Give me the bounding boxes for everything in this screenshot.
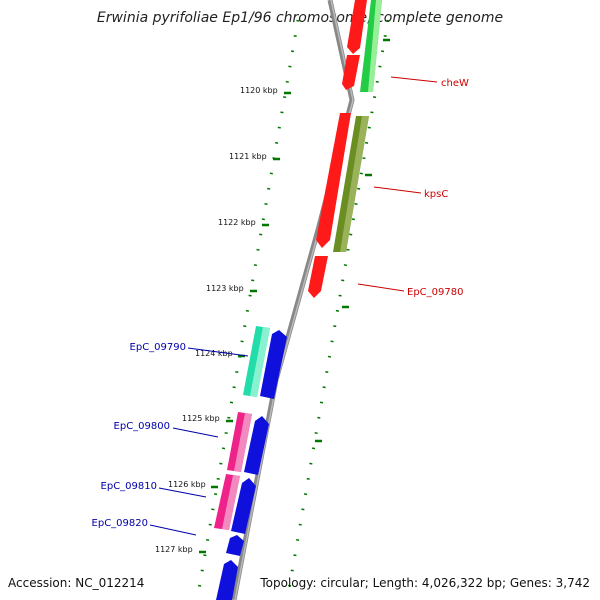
- tick-label: 1123 kbp: [206, 284, 244, 293]
- forward-cds-feature-epc09780[interactable]: [308, 256, 328, 298]
- label-connector: [187, 347, 249, 357]
- map-title: Erwinia pyrifoliae Ep1/96 chromosome, co…: [96, 10, 504, 26]
- tick-label: 1120 kbp: [240, 86, 278, 95]
- pink-track-highlight: [222, 475, 240, 530]
- gene-label-chew[interactable]: cheW: [441, 78, 469, 89]
- label-connector: [172, 427, 219, 438]
- pink-track-highlight: [234, 413, 252, 472]
- kpsC-track-highlight: [340, 116, 369, 252]
- reverse-cds-feature[interactable]: [231, 478, 256, 534]
- label-connector: [149, 524, 197, 536]
- reverse-cds-feature[interactable]: [216, 560, 238, 600]
- gene-label-epc09800[interactable]: EpC_09800: [114, 421, 170, 432]
- tick-label: 1127 kbp: [155, 545, 193, 554]
- gene-label-epc09780[interactable]: EpC_09780: [407, 287, 463, 298]
- teal-track-highlight: [250, 327, 270, 397]
- gene-label-epc09810[interactable]: EpC_09810: [101, 481, 157, 492]
- label-connector: [357, 283, 405, 292]
- gene-label-kpsc[interactable]: kpsC: [424, 189, 448, 200]
- label-connector: [158, 487, 207, 498]
- forward-cds-feature-kpsC[interactable]: [316, 113, 351, 248]
- reverse-cds-feature-epc09790[interactable]: [260, 330, 287, 399]
- label-connector: [390, 76, 438, 83]
- forward-cds-feature-chew[interactable]: [342, 55, 360, 90]
- accession-label: Accession: NC_012214: [8, 576, 145, 590]
- reverse-cds-feature[interactable]: [244, 416, 269, 475]
- rna-feature-highlight: [368, 0, 382, 92]
- tick-label: 1122 kbp: [218, 218, 256, 227]
- label-connector: [373, 186, 422, 194]
- tick-label: 1124 kbp: [195, 349, 233, 358]
- reverse-cds-feature-epc09820[interactable]: [226, 535, 244, 556]
- forward-cds-feature[interactable]: [347, 0, 367, 54]
- topology-summary: Topology: circular; Length: 4,026,322 bp…: [260, 576, 590, 590]
- right-tick-rail: [286, 19, 390, 596]
- gene-label-epc09790[interactable]: EpC_09790: [130, 342, 186, 353]
- tick-label: 1126 kbp: [168, 480, 206, 489]
- tick-label: 1121 kbp: [229, 152, 267, 161]
- tick-label: 1125 kbp: [182, 414, 220, 423]
- gene-label-epc09820[interactable]: EpC_09820: [92, 518, 148, 529]
